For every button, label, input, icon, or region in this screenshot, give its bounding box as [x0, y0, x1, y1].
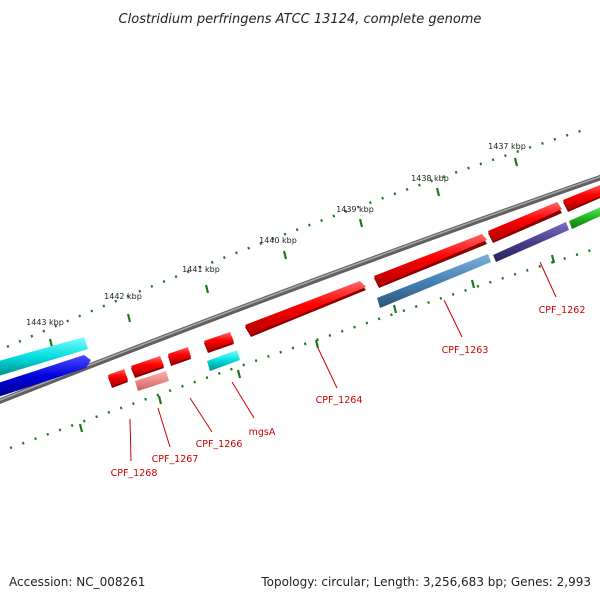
scale-label-1440: 1440 kbp	[259, 236, 297, 245]
gene-label-cpf-1268: CPF_1268	[111, 468, 158, 479]
gene-cpf-1264-arrow[interactable]	[245, 281, 366, 337]
gene-cpf-1263-arrow[interactable]	[374, 234, 487, 288]
track-pink-small[interactable]	[135, 371, 169, 391]
gene-label-leaders	[129, 261, 557, 462]
inner-scale-ring	[9, 246, 599, 450]
track-green-bar[interactable]	[569, 205, 600, 229]
inner-major-ticks	[78, 254, 556, 433]
gene-cpf-1266-arrow[interactable]	[168, 347, 191, 366]
gene-label-mgsa: mgsA	[249, 427, 276, 438]
track-slateblue-bar[interactable]	[493, 222, 569, 262]
topology-summary-text: Topology: circular; Length: 3,256,683 bp…	[260, 575, 591, 589]
map-title: Clostridium perfringens ATCC 13124, comp…	[119, 12, 482, 27]
gene-cpf-1262-arrow[interactable]	[488, 202, 562, 243]
genome-backbone	[0, 174, 600, 404]
accession-text: Accession: NC_008261	[9, 575, 145, 589]
track-steelblue-bar[interactable]	[377, 254, 491, 308]
scale-label-1438: 1438 kbp	[411, 174, 449, 183]
scale-label-1437: 1437 kbp	[488, 142, 526, 151]
gene-label-cpf-1264: CPF_1264	[316, 395, 363, 406]
gene-label-cpf-1263: CPF_1263	[442, 345, 489, 356]
scale-label-1443: 1443 kbp	[26, 318, 64, 327]
scale-label-1439: 1439 kbp	[336, 205, 374, 214]
gene-label-cpf-1267: CPF_1267	[152, 454, 199, 465]
outer-scale-ring	[0, 126, 591, 352]
track-cyan-left[interactable]	[0, 337, 88, 377]
gene-cpf-1267-arrow[interactable]	[131, 356, 164, 378]
scale-label-1441: 1441 kbp	[182, 265, 220, 274]
gene-cpf-1268-arrow[interactable]	[108, 369, 128, 388]
gene-label-cpf-1266: CPF_1266	[196, 439, 243, 450]
track-cyan-small[interactable]	[207, 350, 240, 371]
track-blue-left[interactable]	[0, 355, 91, 398]
outer-major-ticks	[48, 157, 519, 348]
scale-label-1442: 1442 kbp	[104, 292, 142, 301]
gene-label-cpf-1262: CPF_1262	[539, 305, 586, 316]
gene-mgsa-arrow[interactable]	[204, 332, 234, 353]
gene-upstream-red-arrow[interactable]	[563, 183, 600, 212]
